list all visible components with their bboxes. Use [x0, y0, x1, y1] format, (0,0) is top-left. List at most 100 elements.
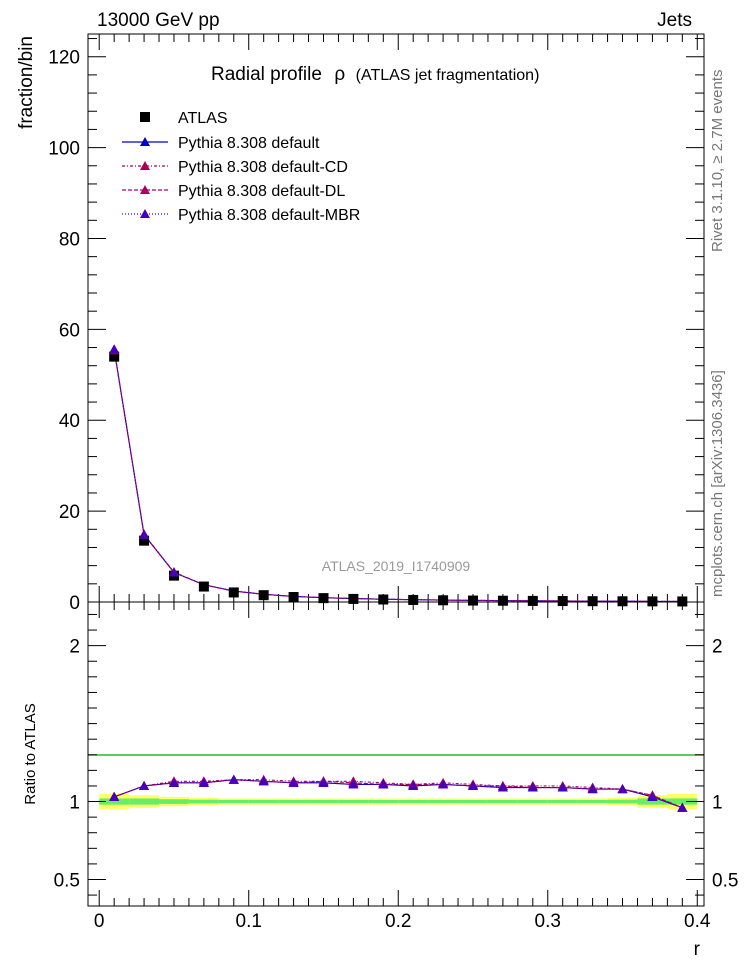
ratio-xtick-label: 0 [94, 911, 105, 932]
ratio-point-mc [647, 791, 658, 801]
ratio-band-inner [607, 799, 638, 804]
main-point-atlas [228, 587, 239, 598]
legend-marker-atlas [140, 112, 150, 122]
legend-label-dl: Pythia 8.308 default-DL [178, 183, 345, 200]
main-ytick-label: 120 [48, 48, 80, 69]
ratio-point-mc [468, 780, 478, 790]
ratio-band-inner [547, 799, 578, 804]
main-ytick-label: 20 [59, 502, 80, 523]
ratio-band [99, 793, 698, 810]
main-point-atlas [557, 596, 568, 607]
ratio-band-inner [487, 799, 518, 804]
main-data [109, 344, 688, 607]
main-point-atlas [258, 590, 269, 601]
ratio-ytick-label: 1 [69, 793, 80, 814]
ratio-point-mc [378, 779, 389, 789]
main-point-atlas [527, 595, 538, 606]
ratio-point-mc [288, 777, 299, 787]
ratio-band-inner [517, 799, 548, 804]
main-ytick-label: 60 [59, 320, 80, 341]
ratio-series-line [113, 779, 683, 809]
main-point-atlas [198, 581, 209, 592]
ratio-band-inner [398, 799, 429, 804]
main-point-atlas [468, 595, 478, 606]
main-ytick-label: 100 [48, 139, 80, 160]
ratio-band-inner [159, 799, 189, 804]
ratio-xtick-label: 0.2 [385, 911, 411, 932]
main-panel: 0 20 40 60 80 100 120 [48, 33, 705, 614]
ratio-band-inner [248, 799, 279, 804]
ratio-ytick-label-right: 0.5 [712, 870, 738, 891]
ratio-point-mc [617, 784, 628, 794]
watermark: ATLAS_2019_I1740909 [322, 558, 471, 574]
ratio-xtick-label: 0.4 [684, 911, 711, 932]
main-point-atlas [378, 594, 389, 605]
ratio-ytick-label-right: 2 [712, 637, 723, 658]
main-ylabel: fraction/bin [16, 36, 37, 129]
ratio-band-inner [428, 799, 459, 804]
ratio-band-inner [278, 799, 309, 804]
main-point-atlas [497, 595, 508, 606]
ratio-point-mc [198, 777, 209, 787]
ratio-band-inner [188, 799, 219, 804]
main-point-atlas [318, 593, 329, 604]
legend-label-mbr: Pythia 8.308 default-MBR [178, 207, 360, 224]
ratio-ytick-label: 0.5 [54, 870, 80, 891]
ratio-frame [87, 601, 705, 907]
main-ytick-label: 40 [59, 411, 80, 432]
header-left: 13000 GeV pp [97, 10, 220, 31]
main-point-atlas [109, 351, 120, 362]
main-point-atlas [408, 594, 419, 605]
main-point-atlas [617, 596, 628, 607]
ratio-point-mc [348, 779, 359, 789]
ratio-panel: 0 0.1 0.2 0.3 0.40.5 0.51 12 2 [54, 601, 738, 932]
main-ytick-label: 80 [59, 229, 80, 250]
ratio-point-mc [109, 791, 120, 801]
main-point-atlas [438, 595, 449, 606]
ratio-point-mc [587, 784, 598, 794]
legend-marker-dl [140, 185, 150, 194]
ratio-band-inner [458, 799, 488, 804]
ratio-point-mc [527, 782, 538, 792]
ratio-band-inner [368, 799, 399, 804]
ratio-axes: 0 0.1 0.2 0.3 0.40.5 0.51 12 2 [54, 602, 738, 932]
legend-label-cd: Pythia 8.308 default-CD [178, 159, 348, 176]
ratio-band-inner [667, 798, 698, 805]
ratio-xtick-label: 0.1 [236, 911, 262, 932]
ratio-band-inner [308, 799, 339, 804]
title-suffix: (ATLAS jet fragmentation) [356, 67, 540, 84]
main-point-atlas [647, 596, 658, 607]
xlabel: r [694, 939, 701, 960]
ratio-xtick-label: 0.3 [535, 911, 561, 932]
ratio-point-mc [168, 777, 179, 787]
side-text-lower: mcplots.cern.ch [arXiv:1306.3436] [709, 370, 726, 597]
ratio-point-mc [438, 779, 449, 789]
ratio-ytick-label: 2 [69, 637, 80, 658]
main-point-atlas [587, 596, 598, 607]
legend-marker-cd [140, 161, 150, 170]
ratio-series-line [113, 779, 683, 809]
ratio-ylabel: Ratio to ATLAS [22, 703, 39, 804]
ratio-point-mc [258, 776, 269, 786]
legend-label-default: Pythia 8.308 default [178, 135, 320, 152]
ratio-band-inner [218, 799, 249, 804]
ratio-band-inner [637, 798, 668, 805]
legend: ATLAS Pythia 8.308 default Pythia 8.308 … [122, 110, 360, 224]
main-point-mc [109, 344, 120, 354]
ratio-point-mc [497, 782, 508, 792]
ratio-band-inner [577, 799, 608, 804]
ratio-ytick-label-right: 1 [712, 793, 723, 814]
ratio-point-mc [408, 780, 419, 790]
main-point-atlas [348, 593, 359, 604]
ratio-band-inner [129, 798, 160, 805]
main-point-atlas [139, 535, 150, 546]
ratio-band-inner [338, 799, 369, 804]
legend-marker-mbr [140, 209, 150, 218]
side-text-upper: Rivet 3.1.10, ≥ 2.7M events [709, 70, 726, 253]
main-point-atlas [288, 592, 299, 603]
ratio-point-mc [557, 782, 568, 792]
ratio-point-mc [139, 780, 150, 790]
main-point-mc [168, 567, 179, 577]
ratio-data [109, 774, 688, 812]
